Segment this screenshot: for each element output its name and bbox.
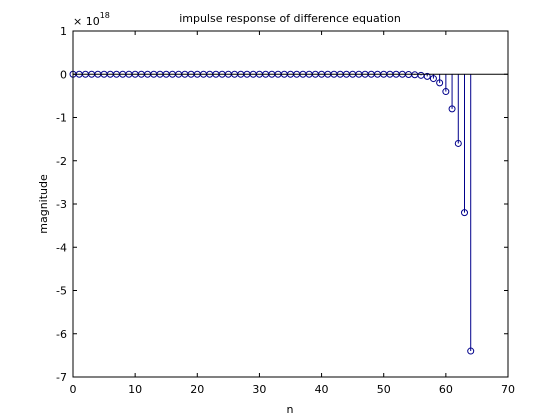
stem-marker <box>467 347 475 355</box>
y-tick-label: -2 <box>56 155 67 168</box>
x-tick-label: 70 <box>501 383 515 396</box>
exponent-label: × 1018 <box>73 11 110 28</box>
axes-frame <box>72 30 509 378</box>
y-tick-label: -4 <box>56 241 67 254</box>
x-tick-label: 10 <box>128 383 142 396</box>
x-tick-label: 50 <box>377 383 391 396</box>
stem-marker <box>448 105 456 113</box>
stem-marker <box>429 75 437 83</box>
stem-marker <box>461 209 468 217</box>
x-tick-label: 30 <box>252 383 266 396</box>
x-tick-label: 60 <box>439 383 453 396</box>
x-tick-label: 20 <box>190 383 204 396</box>
y-tick-label: -3 <box>56 198 67 211</box>
chart-title: impulse response of difference equation <box>179 12 401 25</box>
stem-marker <box>442 88 450 96</box>
stem-marker <box>436 79 444 87</box>
y-tick-label: 1 <box>60 25 67 38</box>
y-tick-label: -5 <box>56 285 67 298</box>
y-axis-label: magnitude <box>37 174 50 234</box>
y-tick-label: -1 <box>56 112 67 125</box>
exponent-base: × 10 <box>73 15 100 28</box>
exponent-power: 18 <box>100 11 110 20</box>
y-tick-label: 0 <box>60 68 67 81</box>
stem-marker <box>454 139 462 147</box>
x-tick-label: 0 <box>70 383 77 396</box>
x-axis-label: n <box>287 403 294 416</box>
x-ticks-group: 0 10 20 30 40 50 60 70 <box>70 31 515 396</box>
y-tick-label: -7 <box>56 371 67 384</box>
y-tick-label: -6 <box>56 328 67 341</box>
y-ticks-group: 1 0 -1 -2 -3 -4 -5 -6 -7 <box>56 25 508 384</box>
stem-marker <box>423 72 431 80</box>
x-tick-label: 40 <box>315 383 329 396</box>
axes-background <box>73 31 508 377</box>
